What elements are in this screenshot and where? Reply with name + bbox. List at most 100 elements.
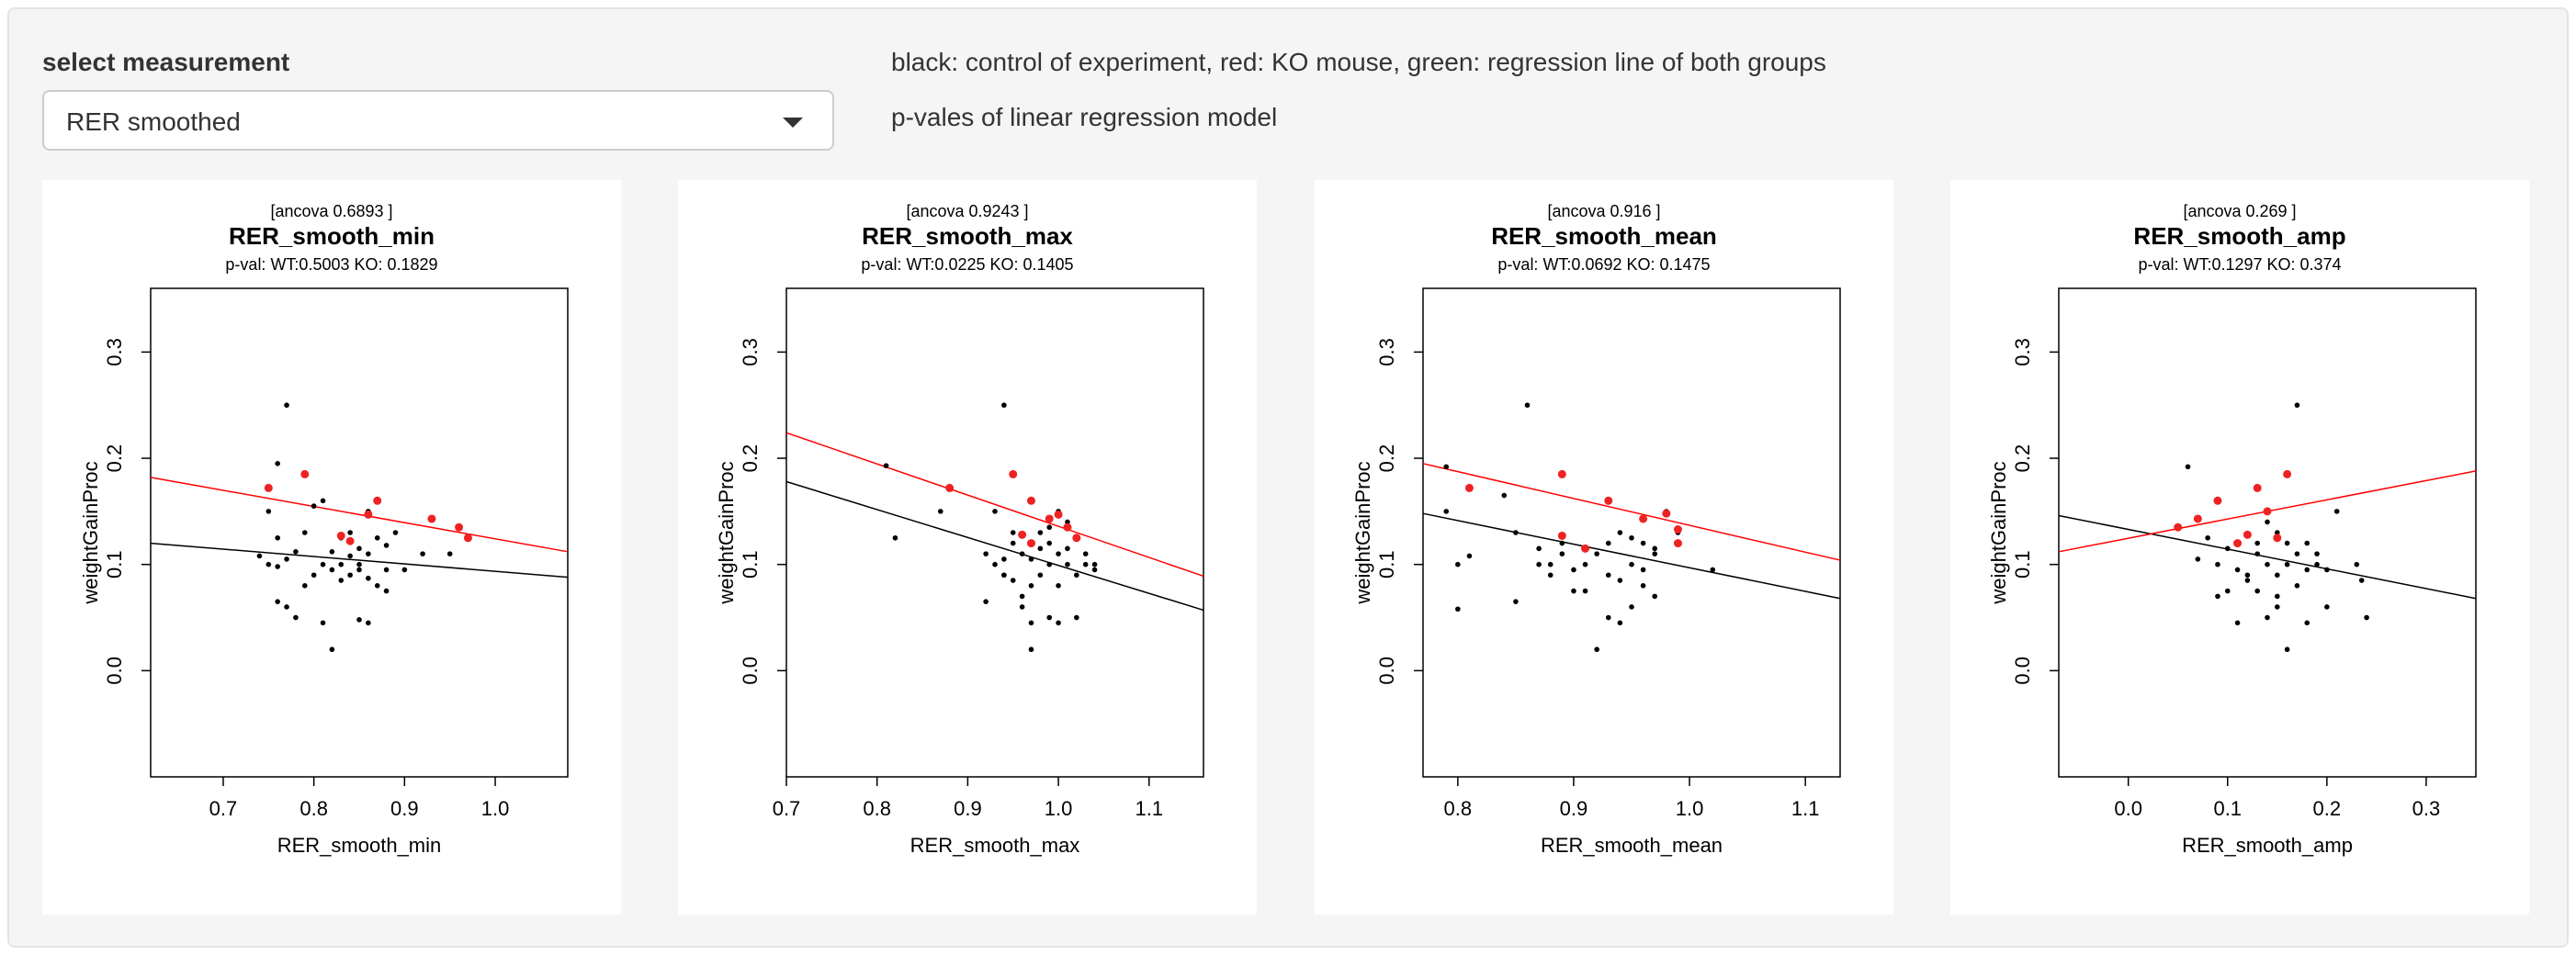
plot-frame xyxy=(2058,287,2477,778)
control-point xyxy=(420,551,425,556)
control-point xyxy=(275,599,280,604)
control-point xyxy=(883,463,889,468)
control-point xyxy=(1571,588,1576,594)
ko-point xyxy=(264,483,273,492)
control-point xyxy=(2254,551,2260,556)
ko-point xyxy=(1639,514,1648,523)
y-tick-label: 0.1 xyxy=(1375,550,1398,579)
control-point xyxy=(2284,646,2290,653)
control-point xyxy=(1571,567,1576,573)
control-point xyxy=(401,567,408,573)
control-point xyxy=(293,614,299,621)
x-tick-label: 1.0 xyxy=(481,797,510,820)
control-point xyxy=(2275,572,2280,579)
x-tick-label: 0.2 xyxy=(2313,797,2342,820)
ko-point xyxy=(364,510,373,519)
measurement-select[interactable]: RER smoothed xyxy=(42,90,834,151)
ko-point xyxy=(2233,539,2243,548)
control-point xyxy=(1065,519,1070,525)
control-point xyxy=(329,549,335,555)
control-point xyxy=(356,545,362,552)
control-point xyxy=(1443,509,1450,514)
control-point xyxy=(1547,561,1554,567)
ko-point xyxy=(300,469,310,478)
measurement-select-value: RER smoothed xyxy=(66,107,241,136)
ko-point xyxy=(2253,483,2262,492)
ko-point xyxy=(1673,539,1682,548)
control-point xyxy=(366,551,371,556)
control-point xyxy=(2244,572,2251,579)
control-point xyxy=(992,509,998,514)
control-point xyxy=(937,509,943,514)
control-point xyxy=(2195,556,2201,562)
ko-regression-line xyxy=(150,477,569,553)
ko-point xyxy=(373,496,382,505)
x-tick-label: 1.0 xyxy=(1045,797,1073,820)
control-point xyxy=(284,402,289,409)
control-point xyxy=(1010,578,1016,583)
control-point xyxy=(2324,604,2330,610)
y-tick-label: 0.0 xyxy=(103,657,126,685)
y-tick-label: 0.1 xyxy=(2011,550,2034,579)
control-point xyxy=(2304,567,2310,573)
control-point xyxy=(2294,551,2300,556)
ko-point xyxy=(1018,530,1027,539)
control-point xyxy=(383,543,390,548)
ko-point xyxy=(945,483,955,492)
control-point xyxy=(1617,620,1623,626)
control-point xyxy=(1037,530,1044,535)
control-point xyxy=(1640,583,1646,589)
control-point xyxy=(320,498,326,504)
control-point xyxy=(983,551,989,556)
control-point xyxy=(392,530,399,535)
control-point xyxy=(2294,583,2300,589)
control-point xyxy=(1010,530,1016,535)
ko-point xyxy=(1063,522,1072,532)
control-point xyxy=(1065,545,1070,552)
control-point xyxy=(329,567,335,573)
control-point xyxy=(1001,556,1007,562)
control-point xyxy=(2275,593,2280,600)
control-point xyxy=(1536,545,1542,552)
control-point xyxy=(1082,551,1089,556)
control-point xyxy=(311,572,317,579)
ancova-label: [ancova 0.269 ] xyxy=(2183,202,2296,220)
y-axis-label: weightGainProc xyxy=(1351,461,1374,604)
control-point xyxy=(2215,593,2220,600)
control-point xyxy=(2304,620,2310,626)
control-point xyxy=(2224,588,2231,594)
ko-point xyxy=(2283,469,2292,478)
control-point xyxy=(1037,572,1044,579)
control-point xyxy=(1559,540,1565,546)
control-point xyxy=(374,583,380,589)
control-point xyxy=(347,553,353,559)
ko-point xyxy=(427,514,436,523)
control-point xyxy=(275,534,280,541)
chart-title: RER_smooth_amp xyxy=(2133,222,2345,250)
y-axis-label: weightGainProc xyxy=(79,461,102,604)
control-point xyxy=(1028,646,1034,653)
control-point xyxy=(2224,545,2231,552)
ko-regression-line xyxy=(1422,463,1841,561)
ko-point xyxy=(1464,483,1474,492)
control-point xyxy=(1001,572,1007,579)
x-axis-label: RER_smooth_min xyxy=(277,834,442,857)
control-point xyxy=(1466,553,1473,559)
y-tick-label: 0.1 xyxy=(739,550,762,579)
control-point xyxy=(1019,551,1025,556)
control-regression-line xyxy=(785,480,1204,612)
control-point xyxy=(2304,540,2310,546)
x-tick-label: 0.1 xyxy=(2213,797,2242,820)
x-tick-label: 0.8 xyxy=(863,797,891,820)
control-point xyxy=(383,588,390,594)
control-point xyxy=(293,549,299,555)
control-point xyxy=(2265,561,2270,567)
control-point xyxy=(1513,530,1519,535)
ko-point xyxy=(2243,530,2252,539)
x-tick-label: 0.0 xyxy=(2114,797,2142,820)
x-tick-label: 0.8 xyxy=(299,797,328,820)
control-point xyxy=(2234,567,2241,573)
ko-point xyxy=(1557,531,1566,540)
y-tick-label: 0.3 xyxy=(103,338,126,366)
ko-point xyxy=(336,531,345,540)
